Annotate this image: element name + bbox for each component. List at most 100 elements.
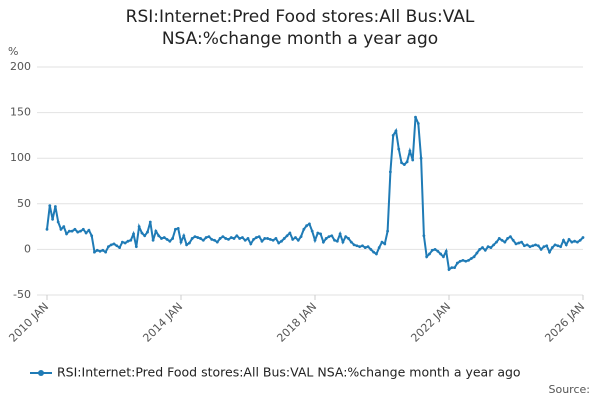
- point: [375, 252, 378, 256]
- point: [341, 240, 345, 244]
- point: [467, 258, 470, 262]
- point: [252, 237, 255, 241]
- point: [394, 129, 398, 133]
- point: [355, 244, 359, 248]
- point: [570, 240, 574, 244]
- point: [157, 234, 161, 238]
- y-tick-label: 150: [10, 106, 31, 119]
- point: [62, 225, 66, 229]
- point: [531, 244, 535, 248]
- point: [274, 237, 278, 240]
- point: [249, 242, 253, 246]
- point: [109, 243, 113, 247]
- point: [486, 245, 490, 249]
- point: [154, 229, 158, 233]
- point: [302, 227, 306, 231]
- point: [511, 238, 515, 242]
- point: [123, 241, 127, 245]
- point: [316, 231, 320, 235]
- point: [235, 234, 239, 238]
- point: [266, 237, 269, 240]
- point: [559, 245, 563, 249]
- point: [383, 242, 387, 246]
- point: [542, 245, 546, 249]
- point: [168, 239, 172, 243]
- point: [70, 229, 74, 233]
- y-tick-label: 0: [24, 242, 31, 255]
- source: Source:: [549, 383, 591, 396]
- point: [545, 244, 549, 248]
- point: [107, 245, 110, 249]
- point: [182, 234, 186, 238]
- chart-title: RSI:Internet:Pred Food stores:All Bus:VA…: [125, 7, 475, 49]
- point: [405, 160, 409, 164]
- point: [288, 231, 292, 235]
- point: [380, 240, 384, 244]
- point: [120, 240, 124, 244]
- point: [65, 232, 68, 236]
- point: [282, 237, 286, 240]
- point: [464, 259, 468, 263]
- point: [386, 229, 389, 233]
- point: [148, 220, 152, 224]
- point: [548, 250, 551, 254]
- y-tick-label: 100: [10, 151, 31, 164]
- point: [442, 255, 445, 259]
- point: [447, 268, 451, 271]
- point: [347, 237, 350, 240]
- point: [455, 261, 459, 265]
- point: [268, 237, 272, 241]
- point: [118, 246, 121, 249]
- point: [137, 225, 141, 229]
- point: [179, 240, 183, 244]
- point: [408, 149, 412, 153]
- point: [165, 237, 169, 241]
- point: [363, 246, 367, 249]
- y-unit: %: [8, 45, 18, 58]
- point: [81, 227, 85, 231]
- point: [95, 248, 99, 252]
- point: [550, 246, 554, 249]
- point: [146, 230, 149, 234]
- point: [221, 235, 225, 239]
- x-tick-label: 2018 JAN: [274, 300, 319, 345]
- point: [210, 237, 214, 241]
- point: [215, 240, 219, 244]
- point: [578, 238, 582, 242]
- point: [185, 243, 188, 247]
- point: [461, 258, 465, 262]
- point: [190, 237, 194, 240]
- point: [534, 243, 537, 247]
- point: [76, 230, 80, 234]
- point: [335, 239, 339, 243]
- point: [536, 244, 540, 248]
- point: [294, 236, 297, 239]
- point: [372, 250, 376, 254]
- point: [333, 238, 336, 242]
- point: [201, 238, 205, 242]
- point: [492, 243, 496, 247]
- legend-marker: [38, 370, 44, 376]
- x-tick-label: 2010 JAN: [6, 300, 51, 345]
- point: [171, 237, 175, 240]
- point: [193, 235, 197, 239]
- point: [330, 234, 334, 238]
- point: [576, 240, 579, 244]
- point: [305, 224, 309, 228]
- point: [564, 243, 568, 247]
- point: [229, 236, 233, 239]
- point: [134, 245, 138, 249]
- point: [478, 248, 482, 251]
- point: [260, 239, 264, 243]
- point: [327, 235, 331, 239]
- legend-label: RSI:Internet:Pred Food stores:All Bus:VA…: [57, 365, 521, 380]
- point: [525, 243, 529, 247]
- point: [581, 236, 585, 239]
- point: [369, 248, 373, 251]
- point: [422, 234, 426, 238]
- point: [84, 231, 88, 235]
- point: [349, 240, 353, 244]
- y-tick-label: 200: [10, 60, 31, 73]
- point: [162, 236, 166, 239]
